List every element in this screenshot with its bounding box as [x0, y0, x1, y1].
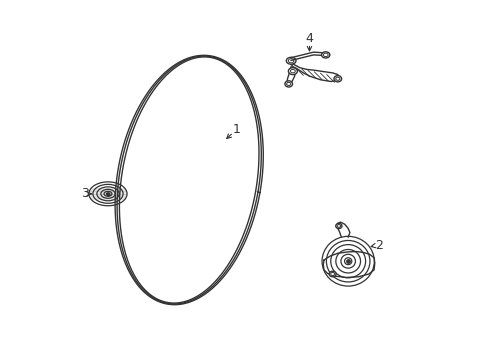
- Ellipse shape: [288, 68, 297, 75]
- Text: 3: 3: [81, 187, 89, 200]
- Ellipse shape: [321, 52, 329, 58]
- Ellipse shape: [328, 271, 335, 277]
- Ellipse shape: [322, 236, 373, 286]
- Text: 4: 4: [305, 32, 313, 45]
- Ellipse shape: [335, 223, 341, 229]
- Text: 2: 2: [375, 239, 383, 252]
- Polygon shape: [290, 52, 325, 60]
- Ellipse shape: [285, 81, 292, 87]
- Ellipse shape: [286, 57, 295, 64]
- Polygon shape: [286, 67, 295, 85]
- Polygon shape: [287, 61, 339, 81]
- Ellipse shape: [333, 76, 341, 82]
- Polygon shape: [336, 222, 349, 237]
- Text: 1: 1: [232, 123, 241, 136]
- Polygon shape: [323, 252, 374, 278]
